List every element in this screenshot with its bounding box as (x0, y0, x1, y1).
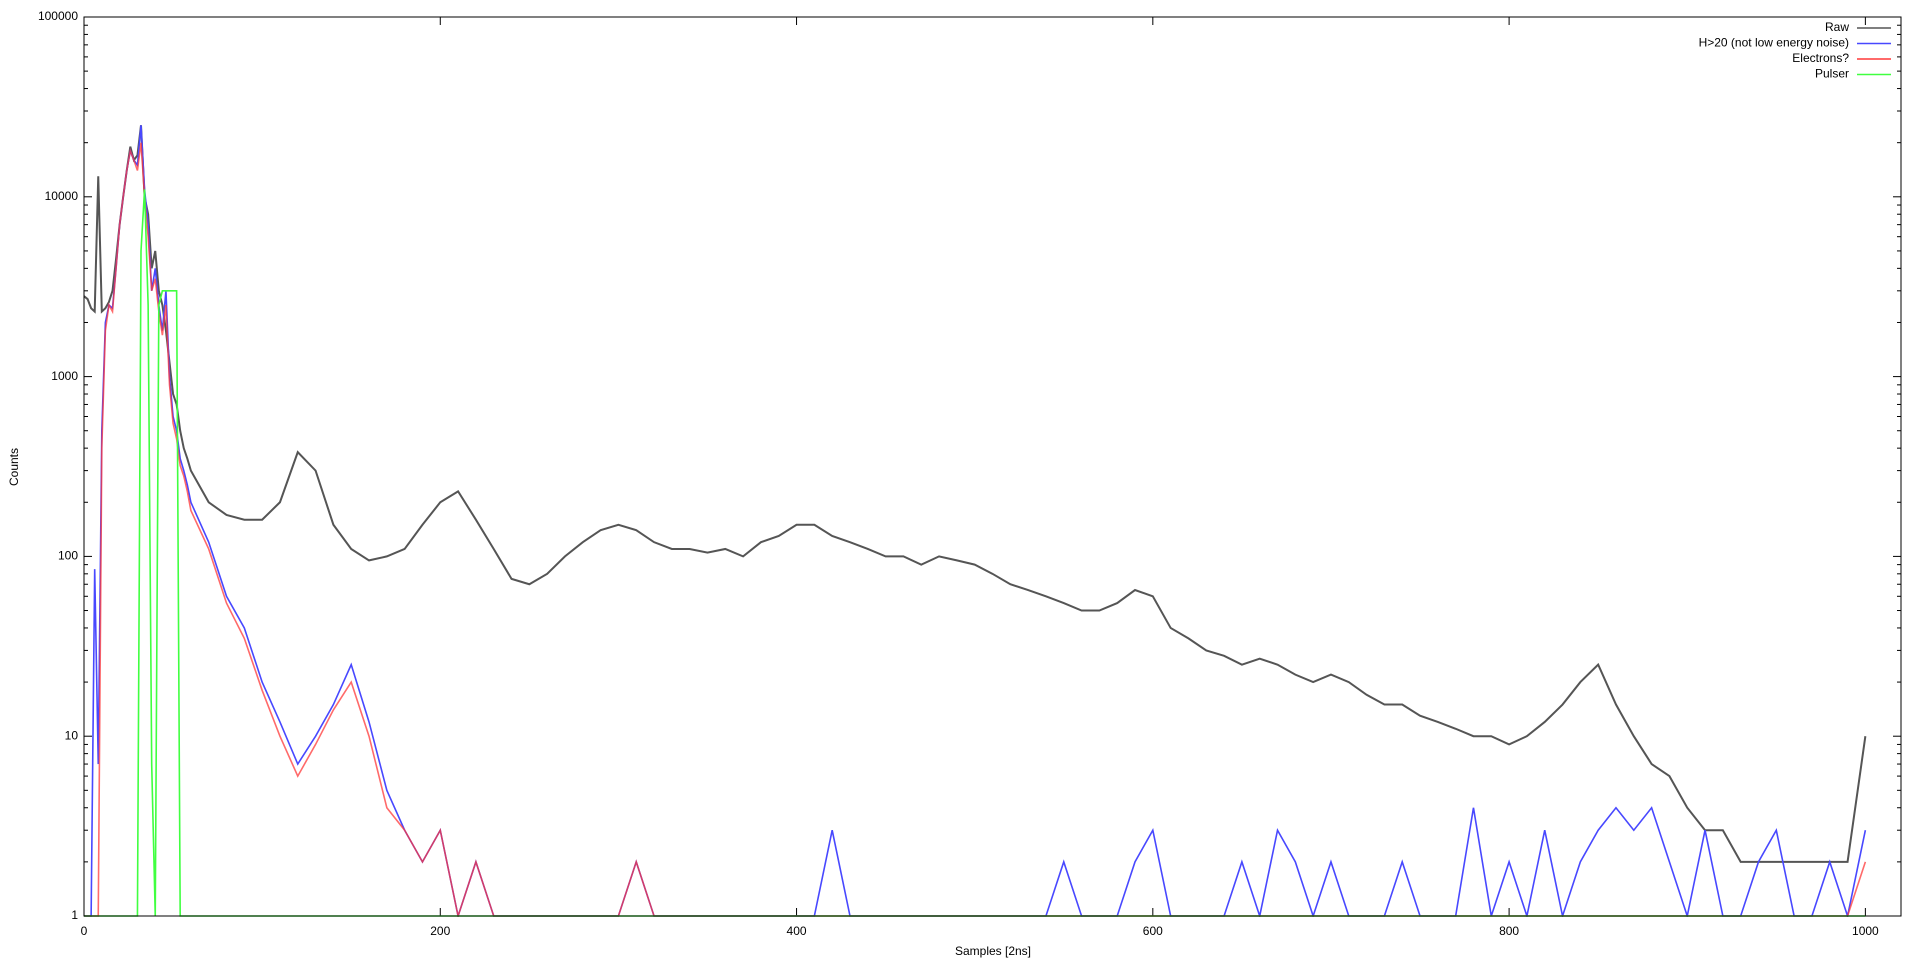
legend-label: H>20 (not low energy noise) (1699, 36, 1849, 50)
x-tick-label: 1000 (1852, 924, 1879, 938)
series-line (84, 142, 1867, 917)
y-tick-label: 100000 (38, 9, 78, 23)
y-tick-label: 1000 (51, 369, 78, 383)
series-line (84, 125, 1867, 917)
series-line (84, 189, 1866, 917)
x-tick-label: 400 (787, 924, 807, 938)
x-tick-label: 0 (81, 924, 88, 938)
y-tick-label: 100 (58, 549, 78, 563)
y-tick-label: 10 (65, 728, 79, 742)
x-axis-label: Samples [2ns] (955, 944, 1031, 958)
legend-label: Pulser (1815, 67, 1849, 81)
series-line (84, 125, 1867, 863)
x-tick-label: 800 (1499, 924, 1519, 938)
plot-frame (83, 16, 1902, 917)
y-tick-label: 10000 (45, 189, 79, 203)
legend-label: Electrons? (1792, 51, 1849, 65)
y-tick-label: 1 (71, 908, 78, 922)
y-axis-label: Counts (7, 448, 21, 486)
x-tick-label: 600 (1143, 924, 1163, 938)
legend-label: Raw (1825, 20, 1849, 34)
x-tick-label: 200 (430, 924, 450, 938)
